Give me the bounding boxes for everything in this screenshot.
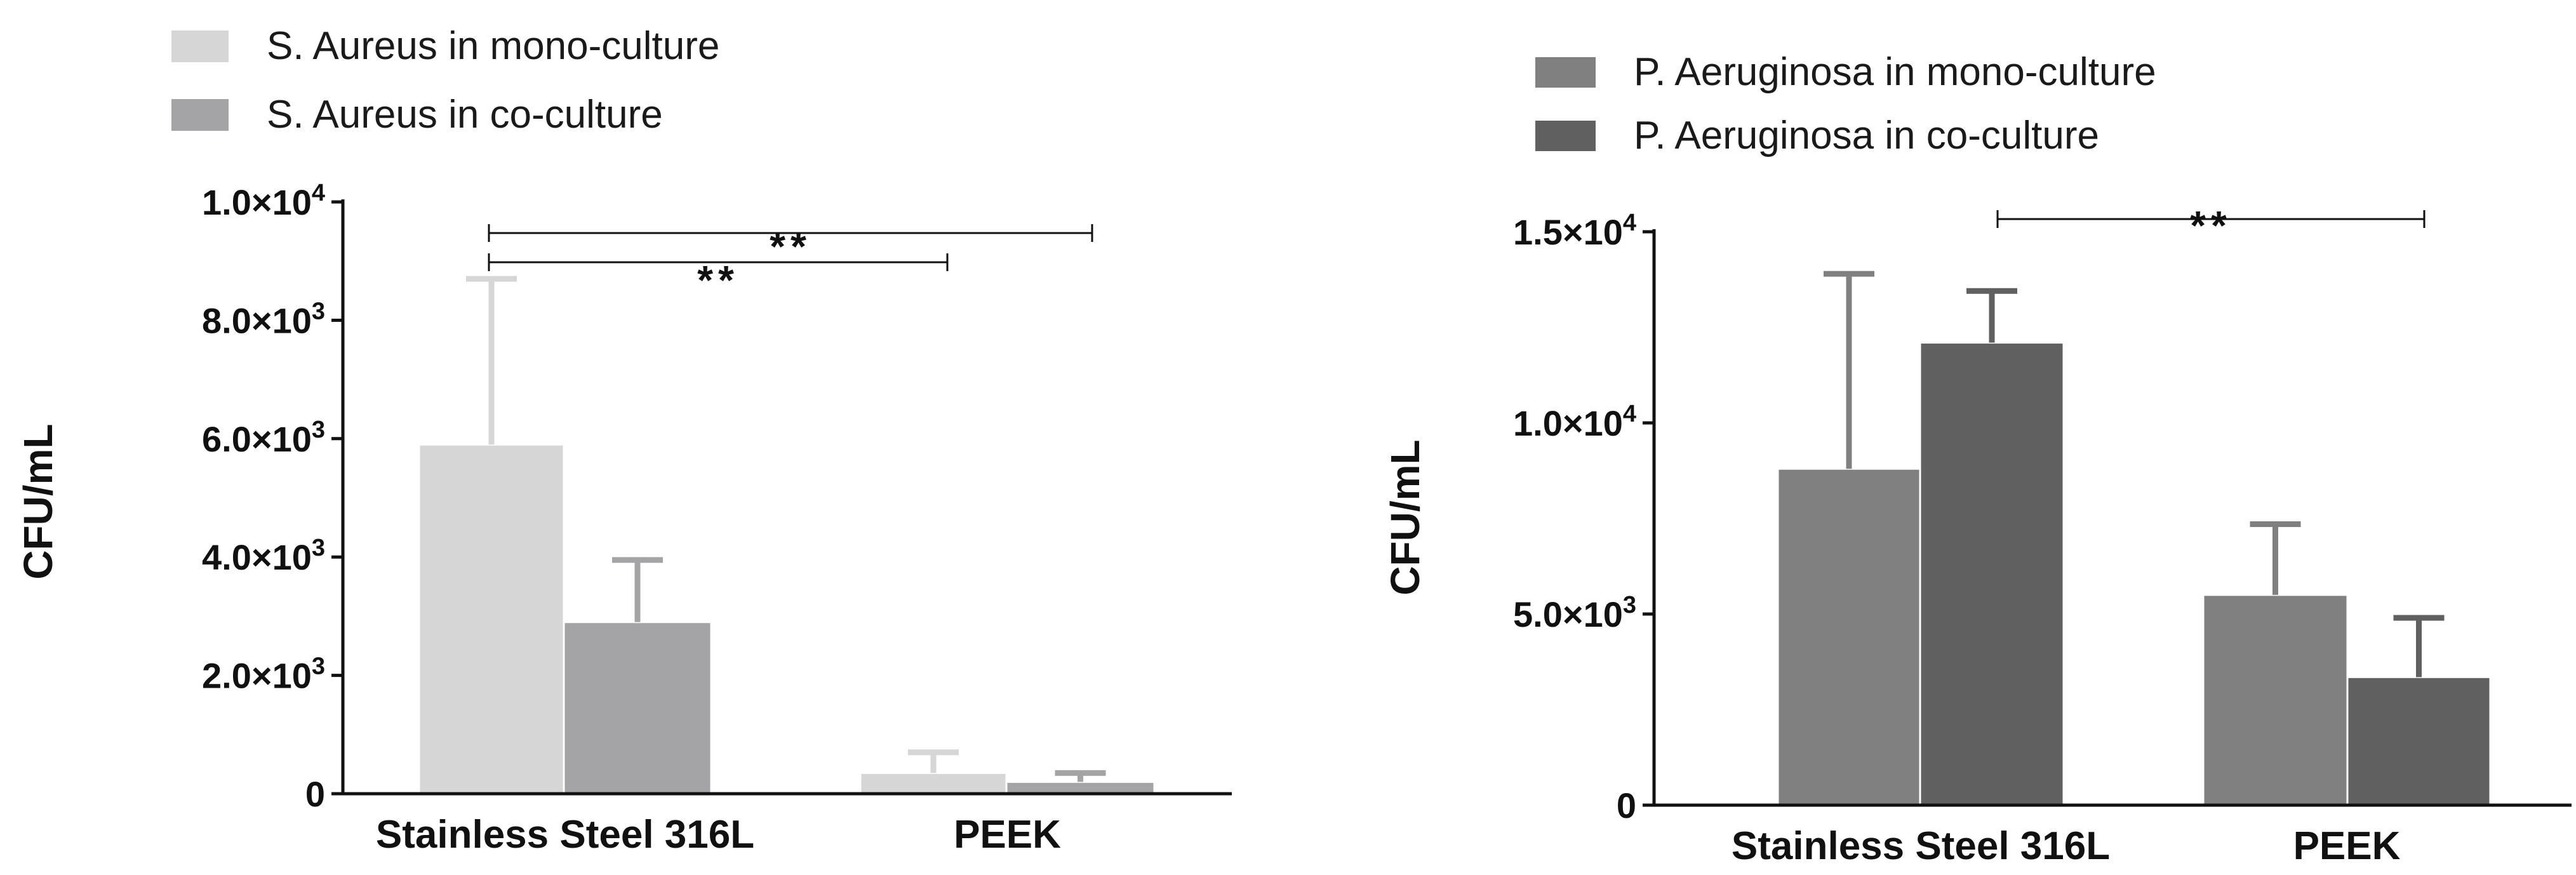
x-tick-label: Stainless Steel 316L — [1732, 824, 2110, 868]
y-tick-label: 1.0×104 — [202, 180, 325, 222]
bar — [2202, 594, 2349, 806]
chart-2: P. Aeruginosa in mono-culture P. Aerugino… — [1382, 50, 2572, 868]
legend-label: P. Aeruginosa in mono-culture — [1634, 50, 2156, 94]
bar — [1005, 780, 1156, 795]
y-tick-label: 0 — [1617, 785, 1636, 825]
bar — [2346, 676, 2492, 806]
bar — [418, 443, 565, 795]
y-tick-label: 2.0×103 — [202, 653, 325, 696]
x-tick-label: PEEK — [2293, 824, 2401, 868]
x-tick-label: PEEK — [954, 813, 1061, 857]
y-tick-label: 6.0×103 — [202, 417, 325, 459]
y-tick-label: 5.0×103 — [1513, 592, 1636, 634]
chart-1: S. Aureus in mono-culture S. Aureus in co… — [15, 24, 1232, 857]
bar — [1919, 342, 2065, 806]
legend-label: P. Aeruginosa in co-culture — [1634, 114, 2099, 157]
y-axis-label: CFU/mL — [15, 424, 61, 579]
y-tick-label: 1.0×104 — [1513, 401, 1636, 443]
legend-swatch — [1535, 121, 1596, 151]
x-tick-label: Stainless Steel 316L — [376, 813, 754, 857]
legend-swatch — [1535, 57, 1596, 88]
significance-label: ** — [697, 257, 739, 303]
significance-label: ** — [2190, 203, 2232, 248]
y-tick-label: 8.0×103 — [202, 298, 325, 340]
y-tick-label: 0 — [305, 774, 325, 814]
y-tick-label: 1.5×104 — [1513, 210, 1636, 252]
legend-label: S. Aureus in co-culture — [267, 93, 663, 137]
legend-label: S. Aureus in mono-culture — [267, 24, 719, 68]
bar — [1777, 467, 1921, 806]
legend-swatch — [171, 99, 229, 131]
legend-swatch — [171, 30, 229, 62]
bar — [563, 621, 712, 795]
y-axis-label: CFU/mL — [1382, 439, 1428, 595]
y-tick-label: 4.0×103 — [202, 535, 325, 577]
bar — [859, 771, 1008, 795]
